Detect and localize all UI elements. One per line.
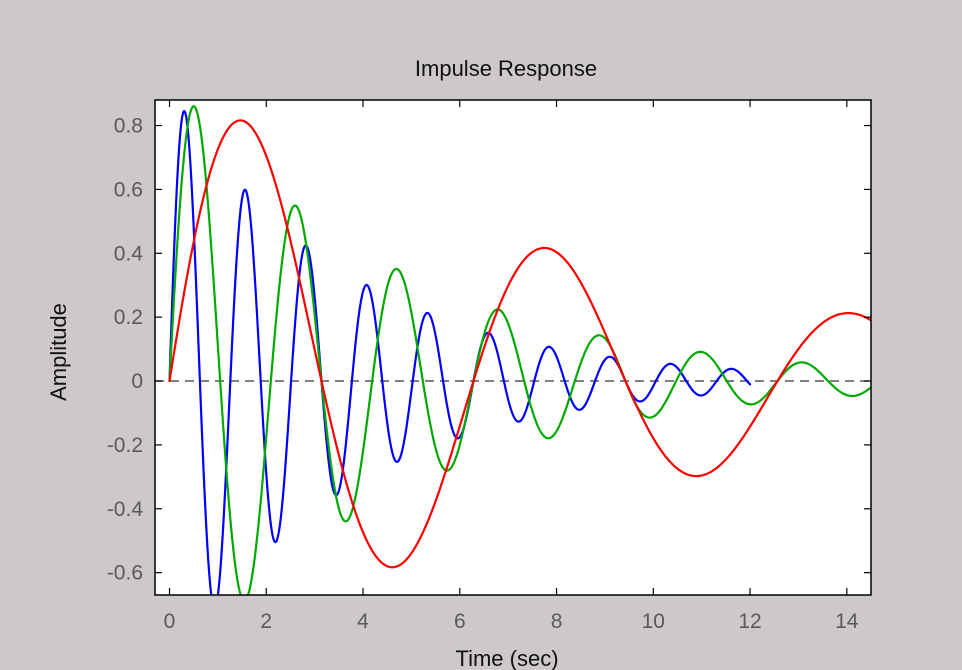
y-tick-label-6: 0.6 bbox=[114, 178, 143, 201]
x-tick-label-14: 14 bbox=[835, 610, 859, 633]
y-tick-label-3: 0 bbox=[131, 370, 143, 393]
y-tick-label-5: 0.4 bbox=[114, 242, 144, 265]
plot-area bbox=[155, 100, 871, 595]
y-axis-ticks: -0.6 -0.4 -0.2 0 0.2 0.4 0.6 0.8 bbox=[107, 115, 871, 585]
x-tick-label-0: 0 bbox=[164, 610, 176, 633]
x-tick-label-6: 6 bbox=[454, 610, 466, 633]
chart-title: Impulse Response bbox=[415, 56, 597, 81]
y-tick-label-1: -0.4 bbox=[107, 498, 144, 521]
y-tick-label-0: -0.6 bbox=[107, 562, 143, 585]
x-tick-label-10: 10 bbox=[642, 610, 665, 633]
y-axis-label: Amplitude bbox=[46, 303, 71, 401]
series-group bbox=[168, 105, 871, 595]
series-line-2 bbox=[168, 105, 871, 595]
x-tick-label-4: 4 bbox=[357, 610, 369, 633]
series-line-3 bbox=[168, 119, 871, 569]
x-tick-label-12: 12 bbox=[738, 610, 761, 633]
y-tick-label-7: 0.8 bbox=[114, 115, 143, 138]
x-tick-label-8: 8 bbox=[551, 610, 563, 633]
y-tick-label-4: 0.2 bbox=[114, 306, 143, 329]
series-line-1 bbox=[168, 109, 752, 595]
x-axis-label: Time (sec) bbox=[455, 646, 558, 670]
x-axis-ticks: 0 2 4 6 8 10 12 14 bbox=[164, 100, 859, 633]
x-tick-label-2: 2 bbox=[260, 610, 272, 633]
axes-frame bbox=[154, 99, 872, 596]
y-tick-label-2: -0.2 bbox=[107, 434, 143, 457]
